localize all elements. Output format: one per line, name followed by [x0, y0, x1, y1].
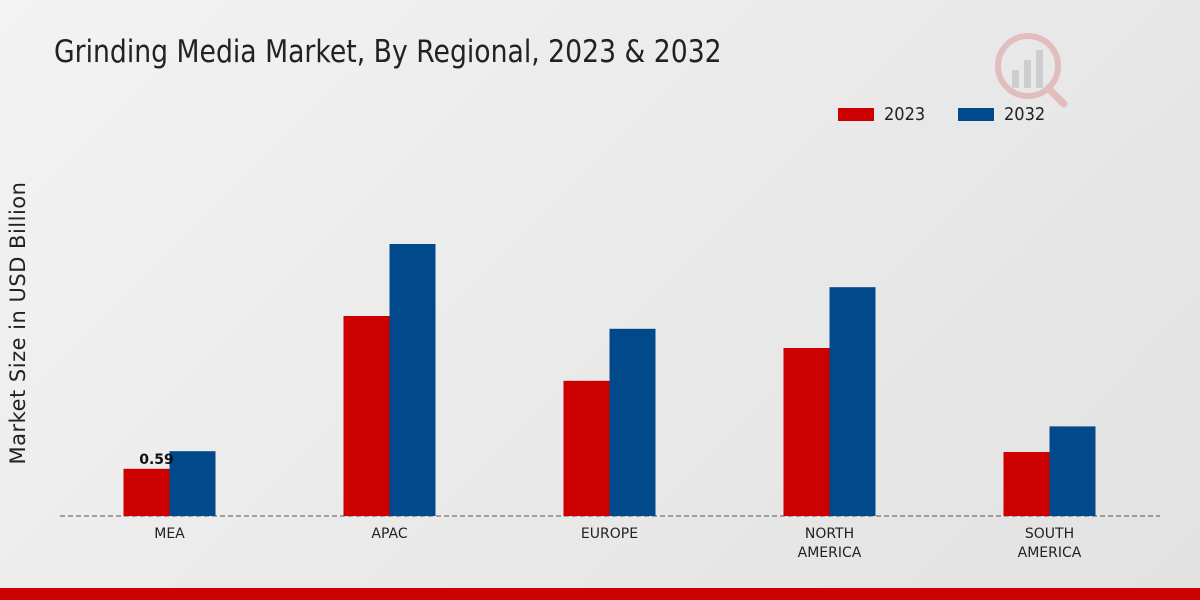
bar-2032-mea — [169, 451, 216, 516]
legend-swatch-2032 — [958, 108, 994, 121]
legend-label-2023: 2023 — [884, 104, 926, 125]
chart-title: Grinding Media Market, By Regional, 2023… — [54, 34, 722, 70]
legend-swatch-2023 — [838, 108, 874, 121]
bar-2023-mea — [123, 468, 170, 516]
bar-2032-south-america — [1049, 426, 1096, 516]
bar-2032-apac — [389, 244, 436, 516]
data-label-2023-mea: 0.59 — [139, 452, 174, 468]
x-tick-label-south-america: AMERICA — [1018, 545, 1082, 561]
bar-2023-apac — [343, 316, 390, 516]
x-tick-label-south-america: SOUTH — [1025, 526, 1074, 542]
legend-item-2023: 2023 — [838, 104, 930, 125]
bar-2023-south-america — [1003, 452, 1050, 516]
legend-label-2032: 2032 — [1004, 104, 1046, 125]
bar-2032-europe — [609, 328, 656, 516]
x-tick-label-north-america: AMERICA — [798, 545, 862, 561]
bar-2023-north-america — [783, 348, 830, 516]
x-tick-label-north-america: NORTH — [805, 526, 854, 542]
legend-item-2032: 2032 — [958, 104, 1050, 125]
bar-2032-north-america — [829, 287, 876, 516]
footer-accent-bar — [0, 588, 1200, 600]
x-tick-label-europe: EUROPE — [581, 526, 638, 542]
x-tick-label-apac: APAC — [371, 526, 407, 542]
x-tick-label-mea: MEA — [154, 526, 185, 542]
logo-watermark-icon — [995, 33, 1068, 108]
bar-2023-europe — [563, 380, 610, 516]
